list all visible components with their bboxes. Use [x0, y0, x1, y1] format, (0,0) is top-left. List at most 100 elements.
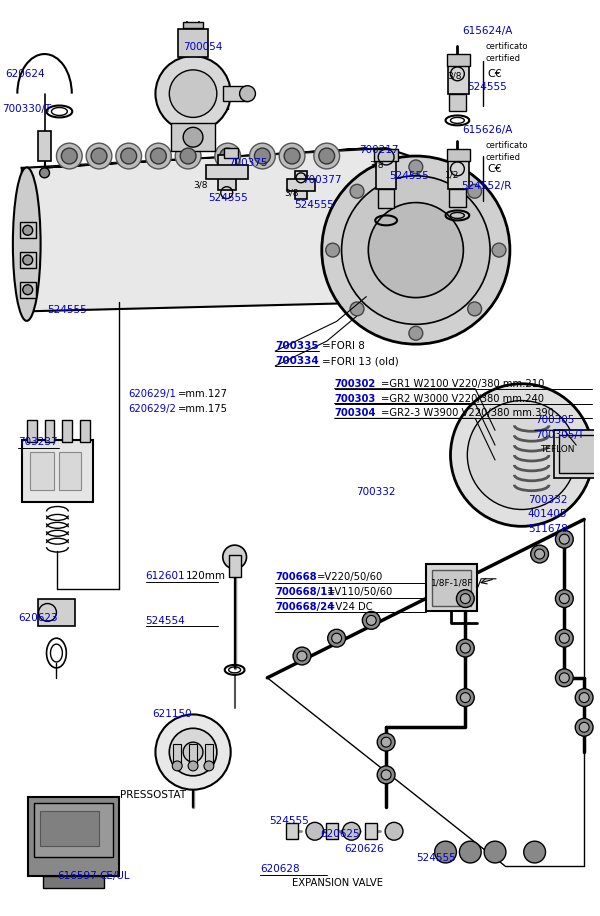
Text: 700304: 700304 — [335, 409, 376, 419]
Text: 524555: 524555 — [467, 82, 507, 92]
Bar — [446, 149, 470, 161]
Bar — [559, 435, 599, 473]
Text: 401405: 401405 — [528, 509, 567, 519]
Text: 1/2: 1/2 — [445, 171, 459, 180]
Circle shape — [559, 594, 569, 604]
Bar — [431, 570, 471, 605]
Circle shape — [457, 689, 474, 706]
Circle shape — [559, 673, 569, 682]
Text: TEFLON: TEFLON — [539, 445, 574, 454]
Text: 621150: 621150 — [152, 710, 192, 719]
Circle shape — [250, 143, 275, 169]
Text: certified: certified — [485, 54, 520, 63]
Bar — [206, 165, 248, 179]
Circle shape — [220, 148, 236, 164]
Text: 620626: 620626 — [344, 845, 384, 854]
Text: =GR1 W2100 V220/380 mm.210: =GR1 W2100 V220/380 mm.210 — [381, 379, 545, 388]
Circle shape — [579, 723, 589, 732]
Circle shape — [556, 590, 573, 607]
Bar — [426, 564, 477, 612]
Circle shape — [460, 841, 481, 863]
Bar — [554, 431, 600, 478]
Circle shape — [183, 742, 203, 762]
Ellipse shape — [13, 168, 41, 321]
Bar — [287, 179, 315, 191]
Circle shape — [40, 168, 50, 178]
Circle shape — [91, 148, 107, 164]
Text: 524552/R: 524552/R — [461, 180, 512, 191]
Circle shape — [254, 148, 270, 164]
Text: 620625: 620625 — [320, 829, 359, 839]
Text: =V24 DC: =V24 DC — [327, 602, 373, 612]
Bar — [27, 420, 37, 442]
Bar — [229, 555, 241, 577]
Bar — [80, 420, 90, 442]
Circle shape — [492, 243, 506, 257]
Text: 700375: 700375 — [228, 158, 267, 168]
Text: 700377: 700377 — [302, 175, 341, 185]
Bar — [295, 171, 307, 199]
Bar — [30, 453, 55, 490]
Circle shape — [457, 639, 474, 657]
Bar — [218, 155, 236, 190]
Circle shape — [23, 285, 32, 295]
Text: certificato: certificato — [485, 42, 527, 51]
Bar — [365, 823, 377, 839]
Text: =GR2 W3000 V220/380 mm.240: =GR2 W3000 V220/380 mm.240 — [381, 394, 544, 404]
Text: =mm.175: =mm.175 — [178, 404, 228, 413]
Text: 700668/11: 700668/11 — [275, 587, 335, 596]
Bar — [449, 189, 466, 206]
Text: =V110/50/60: =V110/50/60 — [327, 587, 393, 596]
Circle shape — [468, 184, 482, 198]
Circle shape — [284, 148, 300, 164]
Bar — [43, 876, 104, 888]
Text: 615624/A: 615624/A — [463, 27, 513, 37]
Circle shape — [326, 243, 340, 257]
Bar — [40, 812, 99, 846]
Circle shape — [409, 326, 423, 340]
Circle shape — [146, 143, 171, 169]
Text: 3/8: 3/8 — [370, 161, 384, 170]
Text: 511678: 511678 — [528, 524, 568, 534]
Circle shape — [172, 761, 182, 771]
Bar — [205, 744, 213, 764]
Bar — [22, 441, 93, 502]
Circle shape — [180, 148, 196, 164]
Bar — [178, 29, 208, 57]
Text: C€: C€ — [487, 164, 502, 174]
Circle shape — [306, 823, 324, 840]
Circle shape — [183, 127, 203, 147]
Text: C€: C€ — [487, 69, 502, 79]
Circle shape — [188, 761, 198, 771]
Text: 700330/T: 700330/T — [2, 104, 51, 114]
Text: 616597: 616597 — [58, 871, 97, 881]
Circle shape — [362, 612, 380, 629]
Circle shape — [61, 148, 77, 164]
Circle shape — [381, 769, 391, 780]
Circle shape — [155, 56, 230, 131]
Circle shape — [556, 669, 573, 687]
Circle shape — [559, 534, 569, 544]
Text: 700334: 700334 — [275, 356, 319, 366]
Text: 524555: 524555 — [208, 192, 248, 202]
Bar — [62, 420, 72, 442]
Circle shape — [223, 545, 247, 569]
Circle shape — [204, 761, 214, 771]
Circle shape — [377, 766, 395, 784]
Circle shape — [169, 728, 217, 776]
Circle shape — [293, 647, 311, 665]
Text: 615626/A: 615626/A — [463, 125, 513, 136]
Text: 700303: 700303 — [335, 394, 376, 404]
Bar — [44, 420, 55, 442]
Bar — [20, 282, 35, 298]
Polygon shape — [44, 148, 367, 168]
Circle shape — [367, 616, 376, 626]
Bar — [171, 124, 215, 151]
Text: 3/8: 3/8 — [448, 71, 462, 81]
Bar — [28, 797, 119, 876]
Circle shape — [350, 184, 364, 198]
Bar — [446, 54, 470, 66]
Text: 524555: 524555 — [269, 816, 309, 826]
Circle shape — [23, 225, 32, 235]
Circle shape — [343, 823, 361, 840]
